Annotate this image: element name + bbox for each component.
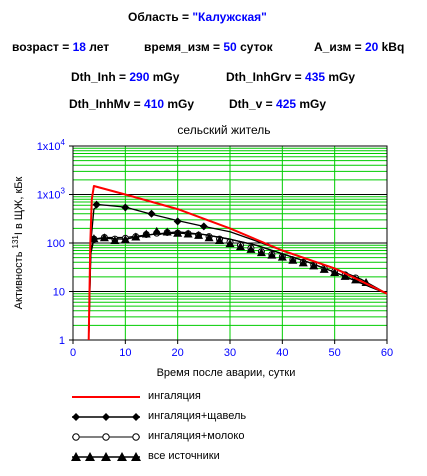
time-value: 50 — [223, 40, 237, 54]
dth-inh-value: 290 — [129, 70, 150, 84]
activity-unit: kBq — [378, 40, 405, 54]
y-tick-label: 1x104 — [37, 138, 66, 153]
marker-all-sources — [246, 244, 256, 253]
dth-v-label: Dth_v = — [229, 97, 277, 111]
dth-inhmv-value: 410 — [144, 97, 165, 111]
region-value: "Калужская" — [192, 10, 267, 24]
marker-all-sources — [110, 235, 120, 244]
y-axis-label-sup: 131 — [11, 235, 20, 249]
x-tick-label: 60 — [381, 347, 393, 359]
legend-swatch-all-sources — [71, 452, 141, 461]
x-tick-label: 40 — [276, 347, 288, 359]
y-tick-label: 10 — [53, 287, 65, 299]
marker-all-sources — [152, 226, 162, 235]
dth-inhgrv-param: Dth_InhGrv = 435 mGy — [226, 70, 355, 84]
y-axis-label-suffix: I в ЩЖ, кБк — [13, 177, 25, 236]
activity-label: A_изм = — [314, 40, 365, 54]
x-tick-label: 10 — [119, 347, 131, 359]
time-label: время_изм = — [144, 40, 224, 54]
legend-label-milk: ингаляция+молоко — [148, 430, 245, 442]
age-value: 18 — [72, 40, 86, 54]
legend-label-all-sources: все источники — [148, 450, 220, 462]
y-tick-label: 1x103 — [37, 187, 66, 202]
region-header: Область = "Калужская" — [128, 10, 267, 24]
marker-all-sources — [194, 230, 204, 239]
marker-all-sources — [319, 264, 329, 273]
marker-all-sources — [99, 233, 109, 242]
marker-all-sources — [215, 235, 225, 244]
legend-label-sorrel: ингаляция+щавель — [148, 410, 247, 422]
chart-title: сельский житель — [177, 123, 270, 137]
y-axis-label-prefix: Активность — [13, 248, 25, 309]
legend-swatch-milk — [72, 433, 140, 441]
dth-inhmv-param: Dth_InhMv = 410 mGy — [69, 97, 194, 111]
age-param: возраст = 18 лет — [12, 40, 109, 54]
dth-inhmv-label: Dth_InhMv = — [69, 97, 145, 111]
dth-inhmv-unit: mGy — [164, 97, 195, 111]
region-label: Область = — [128, 10, 193, 24]
dth-inhgrv-value: 435 — [305, 70, 326, 84]
marker-all-sources — [183, 229, 193, 238]
x-tick-label: 50 — [329, 347, 341, 359]
marker-all-sources — [131, 232, 141, 241]
activity-value: 20 — [364, 40, 379, 54]
dth-inhgrv-unit: mGy — [325, 70, 356, 84]
marker-sorrel — [199, 222, 208, 231]
dth-inh-label: Dth_Inh = — [71, 70, 130, 84]
marker-sorrel — [173, 217, 182, 226]
marker-all-sources — [162, 227, 172, 236]
dth-inhgrv-label: Dth_InhGrv = — [226, 70, 306, 84]
marker-all-sources — [330, 268, 340, 277]
marker-all-sources — [204, 233, 214, 242]
dth-inh-param: Dth_Inh = 290 mGy — [71, 70, 179, 84]
legend-swatch-inhalation — [72, 396, 140, 398]
marker-all-sources — [288, 255, 298, 264]
age-unit: лет — [85, 40, 110, 54]
x-axis-ticks: 0 10 20 30 40 50 60 — [70, 340, 393, 359]
dth-v-param: Dth_v = 425 mGy — [229, 97, 326, 111]
series-inhalation-line — [87, 185, 388, 341]
y-tick-label: 1 — [59, 335, 65, 347]
marker-all-sources — [298, 258, 308, 267]
age-label: возраст = — [12, 40, 73, 54]
y-tick-label: 100 — [47, 238, 65, 250]
marker-all-sources — [141, 229, 151, 238]
marker-all-sources — [267, 250, 277, 259]
y-axis-label: Активность 131I в ЩЖ, кБк — [11, 177, 25, 310]
marker-all-sources — [340, 271, 350, 280]
legend-swatch-sorrel — [72, 413, 140, 421]
legend-label-inhalation: ингаляция — [148, 390, 201, 402]
marker-all-sources — [120, 235, 130, 244]
dth-v-unit: mGy — [296, 97, 327, 111]
marker-all-sources — [309, 261, 319, 270]
marker-sorrel — [121, 203, 130, 212]
dth-v-value: 425 — [276, 97, 297, 111]
x-tick-label: 20 — [172, 347, 184, 359]
x-tick-label: 0 — [70, 347, 76, 359]
x-axis-label: Время после аварии, сутки — [157, 367, 296, 379]
marker-sorrel — [92, 200, 101, 209]
dth-inh-unit: mGy — [149, 70, 180, 84]
marker-all-sources — [225, 239, 235, 248]
series-layer — [87, 185, 388, 341]
marker-sorrel — [147, 209, 156, 218]
activity-param: A_изм = 20 kBq — [314, 40, 404, 54]
time-param: время_изм = 50 суток — [144, 40, 273, 54]
marker-all-sources — [277, 252, 287, 261]
marker-all-sources — [256, 248, 266, 257]
time-unit: суток — [236, 40, 273, 54]
marker-all-sources — [235, 242, 245, 251]
x-tick-label: 30 — [224, 347, 236, 359]
marker-all-sources — [173, 228, 183, 237]
y-axis-ticks: 1 10 100 1x103 1x104 — [37, 138, 73, 347]
